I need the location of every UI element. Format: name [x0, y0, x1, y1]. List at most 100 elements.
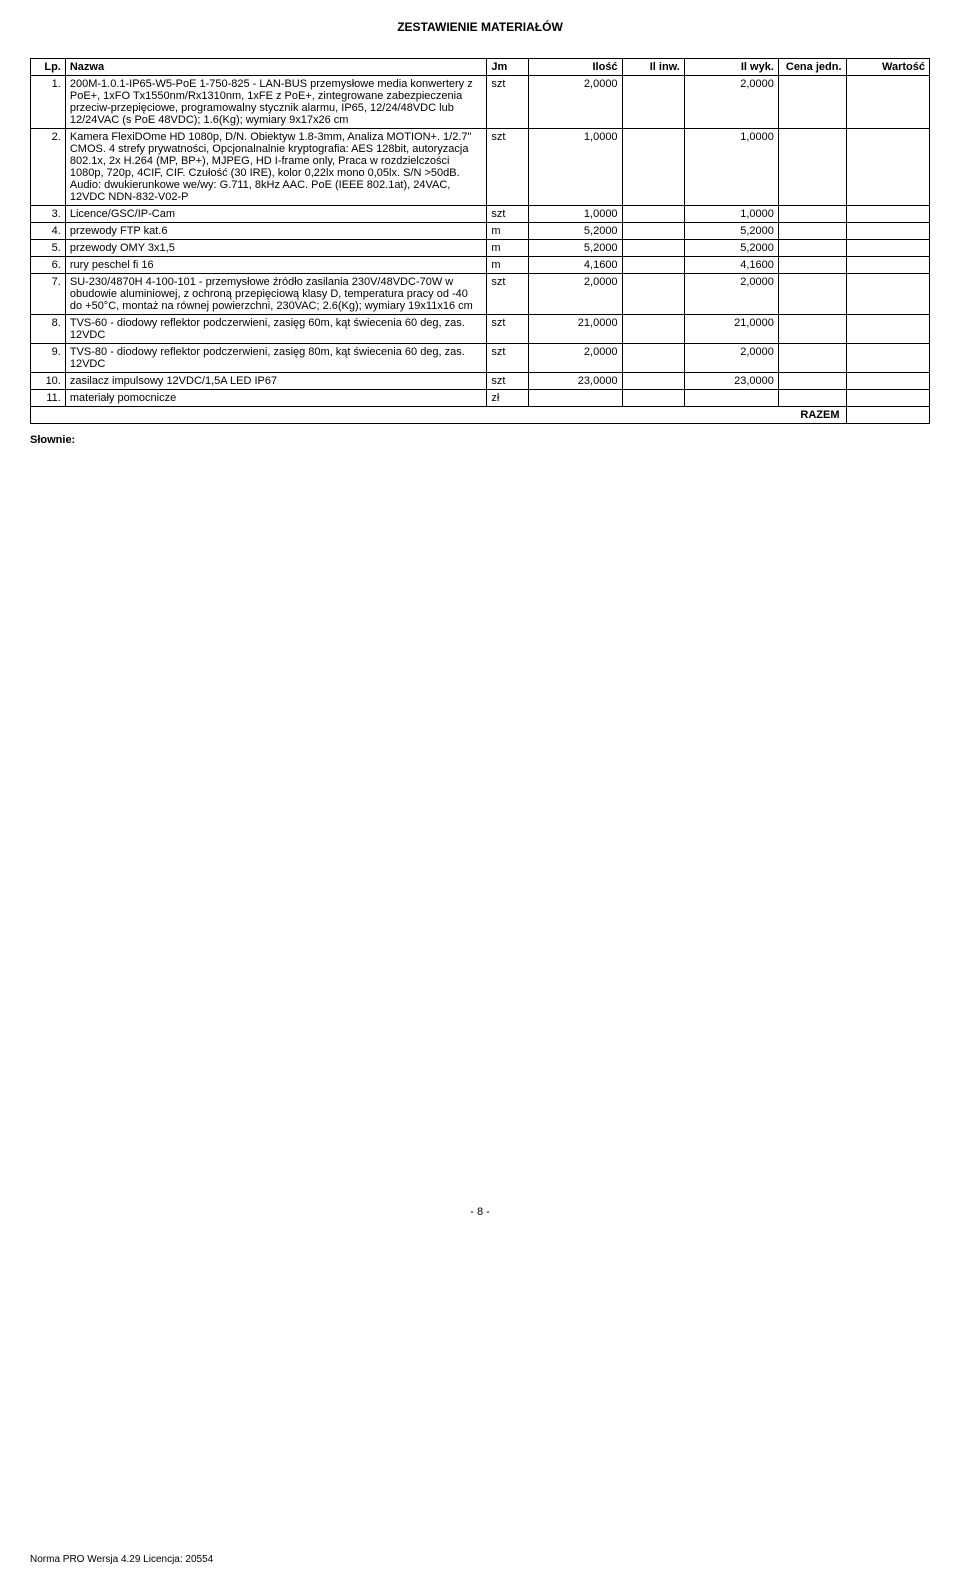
cell-nazwa: rury peschel fi 16 — [65, 257, 487, 274]
cell-ilwyk: 2,0000 — [684, 274, 778, 315]
razem-row: RAZEM — [31, 407, 930, 424]
cell-jm: szt — [487, 129, 528, 206]
cell-nazwa: TVS-60 - diodowy reflektor podczerwieni,… — [65, 315, 487, 344]
cell-lp: 10. — [31, 373, 66, 390]
cell-nazwa: przewody FTP kat.6 — [65, 223, 487, 240]
cell-ilinw — [622, 344, 684, 373]
col-lp: Lp. — [31, 59, 66, 76]
cell-ilwyk — [684, 390, 778, 407]
table-row: 3.Licence/GSC/IP-Camszt1,00001,0000 — [31, 206, 930, 223]
cell-cena — [778, 206, 846, 223]
cell-cena — [778, 129, 846, 206]
cell-jm: m — [487, 240, 528, 257]
cell-ilwyk: 1,0000 — [684, 206, 778, 223]
cell-wartosc — [846, 206, 930, 223]
cell-nazwa: SU-230/4870H 4-100-101 - przemysłowe źró… — [65, 274, 487, 315]
cell-jm: szt — [487, 76, 528, 129]
cell-cena — [778, 274, 846, 315]
cell-ilinw — [622, 274, 684, 315]
cell-lp: 2. — [31, 129, 66, 206]
cell-ilinw — [622, 76, 684, 129]
razem-label: RAZEM — [31, 407, 847, 424]
cell-wartosc — [846, 240, 930, 257]
cell-ilosc: 21,0000 — [528, 315, 622, 344]
cell-ilosc: 23,0000 — [528, 373, 622, 390]
cell-ilosc: 2,0000 — [528, 76, 622, 129]
cell-cena — [778, 240, 846, 257]
cell-ilinw — [622, 257, 684, 274]
cell-ilosc: 2,0000 — [528, 274, 622, 315]
col-wartosc: Wartość — [846, 59, 930, 76]
cell-wartosc — [846, 76, 930, 129]
cell-ilinw — [622, 129, 684, 206]
cell-cena — [778, 390, 846, 407]
cell-wartosc — [846, 129, 930, 206]
cell-ilwyk: 4,1600 — [684, 257, 778, 274]
cell-jm: szt — [487, 274, 528, 315]
table-row: 10.zasilacz impulsowy 12VDC/1,5A LED IP6… — [31, 373, 930, 390]
materials-table: Lp. Nazwa Jm Ilość Il inw. Il wyk. Cena … — [30, 58, 930, 424]
cell-cena — [778, 76, 846, 129]
cell-ilosc: 4,1600 — [528, 257, 622, 274]
cell-jm: m — [487, 223, 528, 240]
footer-text: Norma PRO Wersja 4.29 Licencja: 20554 — [30, 1554, 213, 1565]
table-row: 5.przewody OMY 3x1,5m5,20005,2000 — [31, 240, 930, 257]
cell-ilosc: 1,0000 — [528, 129, 622, 206]
slownie-label: Słownie: — [30, 434, 930, 446]
cell-ilwyk: 1,0000 — [684, 129, 778, 206]
cell-wartosc — [846, 344, 930, 373]
cell-cena — [778, 315, 846, 344]
cell-jm: szt — [487, 373, 528, 390]
cell-ilinw — [622, 373, 684, 390]
cell-lp: 3. — [31, 206, 66, 223]
cell-ilinw — [622, 390, 684, 407]
cell-lp: 11. — [31, 390, 66, 407]
cell-ilosc: 5,2000 — [528, 223, 622, 240]
cell-ilwyk: 5,2000 — [684, 223, 778, 240]
cell-cena — [778, 223, 846, 240]
cell-nazwa: przewody OMY 3x1,5 — [65, 240, 487, 257]
page-title: ZESTAWIENIE MATERIAŁÓW — [30, 20, 930, 34]
col-nazwa: Nazwa — [65, 59, 487, 76]
cell-lp: 1. — [31, 76, 66, 129]
col-cena: Cena jedn. — [778, 59, 846, 76]
table-row: 1.200M-1.0.1-IP65-W5-PoE 1-750-825 - LAN… — [31, 76, 930, 129]
cell-ilwyk: 5,2000 — [684, 240, 778, 257]
cell-nazwa: materiały pomocnicze — [65, 390, 487, 407]
table-row: 4.przewody FTP kat.6m5,20005,2000 — [31, 223, 930, 240]
cell-lp: 4. — [31, 223, 66, 240]
col-ilosc: Ilość — [528, 59, 622, 76]
cell-jm: szt — [487, 315, 528, 344]
cell-jm: szt — [487, 344, 528, 373]
cell-ilinw — [622, 223, 684, 240]
cell-ilwyk: 23,0000 — [684, 373, 778, 390]
cell-wartosc — [846, 373, 930, 390]
cell-ilosc: 5,2000 — [528, 240, 622, 257]
cell-cena — [778, 344, 846, 373]
cell-lp: 8. — [31, 315, 66, 344]
cell-wartosc — [846, 223, 930, 240]
table-row: 7.SU-230/4870H 4-100-101 - przemysłowe ź… — [31, 274, 930, 315]
footer: Norma PRO Wersja 4.29 Licencja: 20554 — [30, 1554, 930, 1565]
cell-wartosc — [846, 274, 930, 315]
col-ilinw: Il inw. — [622, 59, 684, 76]
cell-ilosc: 1,0000 — [528, 206, 622, 223]
cell-ilinw — [622, 240, 684, 257]
cell-nazwa: 200M-1.0.1-IP65-W5-PoE 1-750-825 - LAN-B… — [65, 76, 487, 129]
cell-nazwa: Licence/GSC/IP-Cam — [65, 206, 487, 223]
cell-cena — [778, 257, 846, 274]
table-row: 9.TVS-80 - diodowy reflektor podczerwien… — [31, 344, 930, 373]
table-row: 8.TVS-60 - diodowy reflektor podczerwien… — [31, 315, 930, 344]
cell-jm: zł — [487, 390, 528, 407]
cell-jm: m — [487, 257, 528, 274]
cell-wartosc — [846, 315, 930, 344]
cell-nazwa: TVS-80 - diodowy reflektor podczerwieni,… — [65, 344, 487, 373]
cell-wartosc — [846, 390, 930, 407]
page-number: - 8 - — [30, 1206, 930, 1218]
cell-lp: 9. — [31, 344, 66, 373]
table-row: 2.Kamera FlexiDOme HD 1080p, D/N. Obiekt… — [31, 129, 930, 206]
cell-jm: szt — [487, 206, 528, 223]
cell-nazwa: Kamera FlexiDOme HD 1080p, D/N. Obiektyw… — [65, 129, 487, 206]
cell-ilwyk: 2,0000 — [684, 76, 778, 129]
cell-cena — [778, 373, 846, 390]
